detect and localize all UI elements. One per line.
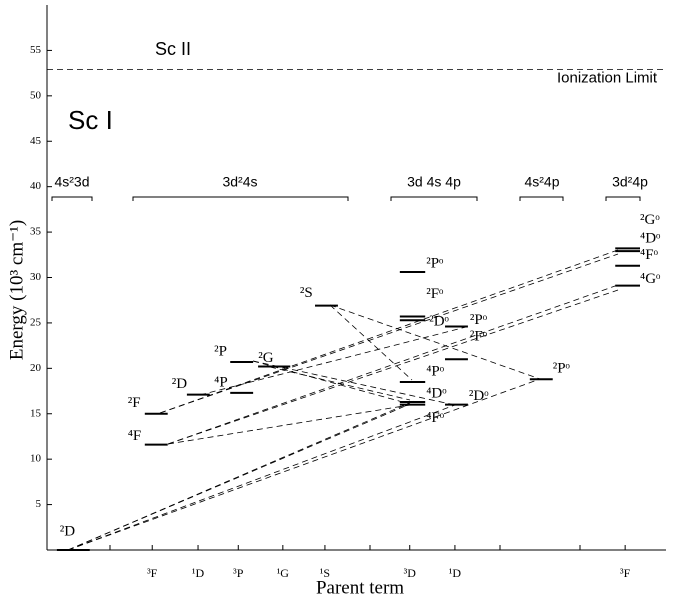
transition bbox=[67, 404, 456, 551]
bracket bbox=[51, 196, 93, 201]
y-tick-label: 45 bbox=[30, 135, 42, 147]
level-label: ²P bbox=[214, 343, 227, 359]
y-tick-label: 5 bbox=[36, 498, 42, 510]
group-label: 4s²4p bbox=[524, 174, 559, 190]
y-tick-label: 35 bbox=[30, 226, 42, 238]
x-tick-label: ¹G bbox=[277, 566, 290, 580]
level-label: ²Pᵒ bbox=[470, 312, 488, 328]
level-label: ⁴Gᵒ bbox=[640, 271, 661, 287]
level-label: ²Dᵒ bbox=[469, 388, 489, 404]
transition bbox=[167, 289, 619, 445]
separators bbox=[109, 545, 581, 550]
level-label: ²Gᵒ bbox=[640, 212, 660, 228]
group-label: 4s²3d bbox=[54, 174, 89, 190]
ion-label: Sc I bbox=[68, 105, 113, 135]
x-tick-label: ¹D bbox=[192, 566, 205, 580]
level-label: ²Dᵒ bbox=[429, 314, 449, 330]
transitions bbox=[67, 249, 619, 551]
level-label: ²S bbox=[300, 285, 313, 301]
y-tick-label: 40 bbox=[30, 180, 42, 192]
y-tick-label: 10 bbox=[30, 453, 42, 465]
level-label: ⁴Dᵒ bbox=[426, 385, 447, 401]
y-tick-label: 20 bbox=[30, 362, 42, 374]
group-brackets bbox=[51, 196, 641, 201]
x-tick-label: ³F bbox=[620, 566, 631, 580]
transition bbox=[269, 366, 411, 401]
ion-label: Sc II bbox=[155, 39, 191, 59]
y-tick-label: 25 bbox=[30, 316, 42, 328]
bracket bbox=[519, 196, 564, 201]
x-tick-label: ¹D bbox=[449, 566, 462, 580]
level-label: ⁴P bbox=[214, 374, 228, 390]
x-tick-label: ³P bbox=[233, 566, 244, 580]
y-tick-label: 30 bbox=[30, 271, 42, 283]
transition bbox=[167, 284, 619, 445]
level-label: ²Pᵒ bbox=[553, 361, 571, 377]
transition bbox=[159, 249, 619, 414]
level-label: ²G bbox=[258, 350, 273, 366]
y-tick-label: 15 bbox=[30, 407, 42, 419]
level-label: ⁴Pᵒ bbox=[426, 363, 445, 379]
x-tick-label: ³D bbox=[404, 566, 417, 580]
level-label: ⁴Fᵒ bbox=[640, 247, 659, 263]
group-label: 3d²4p bbox=[612, 174, 648, 190]
level-label: ²D bbox=[60, 523, 75, 539]
bracket bbox=[390, 196, 478, 201]
level-label: ⁴Dᵒ bbox=[640, 231, 661, 247]
y-tick-label: 55 bbox=[30, 44, 42, 56]
transition bbox=[329, 304, 541, 380]
level-label: ²F bbox=[128, 395, 141, 411]
transition bbox=[67, 378, 541, 551]
x-tick-label: ³F bbox=[147, 566, 158, 580]
x-axis-title: Parent term bbox=[316, 577, 404, 598]
transition bbox=[199, 325, 471, 396]
bracket bbox=[132, 196, 349, 201]
level-label: ⁴F bbox=[128, 428, 142, 444]
transition bbox=[167, 404, 411, 445]
transition bbox=[252, 360, 411, 405]
group-label: 3d 4s 4p bbox=[407, 174, 461, 190]
x-tick-label: ¹S bbox=[320, 566, 330, 580]
transition bbox=[67, 400, 415, 551]
ionization-label: Ionization Limit bbox=[557, 69, 658, 86]
group-label: 3d²4s bbox=[222, 174, 257, 190]
transition bbox=[159, 253, 619, 414]
y-axis-title: Energy (10³ cm⁻¹) bbox=[6, 220, 27, 360]
transition bbox=[329, 304, 413, 381]
level-label: ²D bbox=[172, 376, 187, 392]
level-label: ²Fᵒ bbox=[426, 286, 444, 302]
y-tick-label: 50 bbox=[30, 89, 42, 101]
level-label: ²Fᵒ bbox=[470, 329, 488, 345]
bracket bbox=[605, 196, 641, 201]
transition bbox=[252, 360, 456, 406]
level-label: ²Pᵒ bbox=[426, 255, 444, 271]
level-label: ⁴Fᵒ bbox=[426, 410, 445, 426]
